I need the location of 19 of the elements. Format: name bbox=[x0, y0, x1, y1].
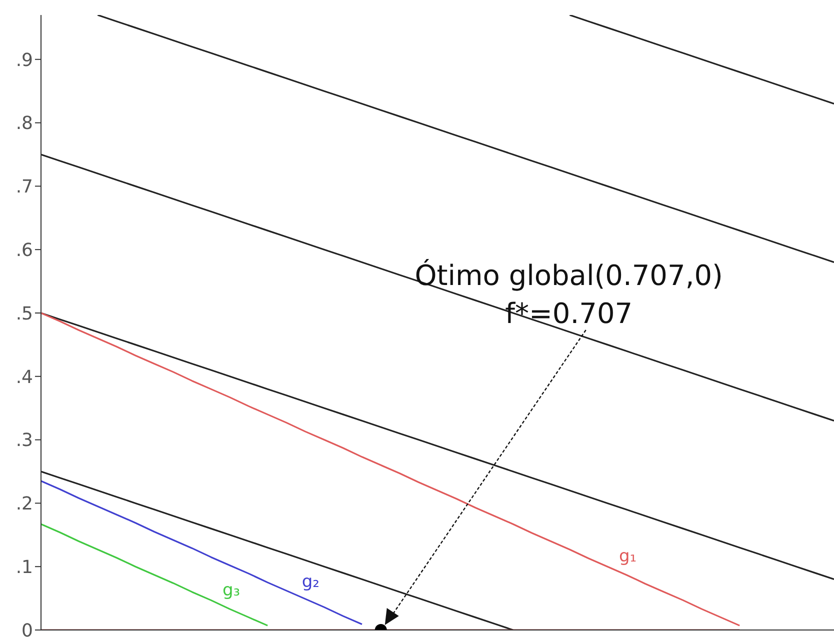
y-tick-label: .2 bbox=[16, 494, 33, 515]
y-tick-label: .5 bbox=[16, 303, 33, 324]
y-tick-label: .8 bbox=[16, 113, 33, 134]
y-tick-label: .7 bbox=[16, 176, 33, 198]
line-series bbox=[41, 480, 363, 626]
y-tick-label: 0 bbox=[22, 620, 33, 637]
series-label: g₂ bbox=[302, 572, 320, 592]
y-tick-label: .3 bbox=[16, 430, 33, 452]
line-series bbox=[568, 15, 834, 105]
line-series bbox=[41, 470, 514, 630]
y-tick-label: .1 bbox=[16, 556, 33, 578]
y-tick-label: .4 bbox=[16, 366, 33, 388]
y-tick-label: .6 bbox=[16, 240, 33, 261]
series-label: g₃ bbox=[222, 580, 240, 601]
y-tick-label: .9 bbox=[16, 50, 33, 71]
annotation: Ótimo global(0.707,0) f*=0.707 bbox=[414, 259, 723, 330]
series-label: g₁ bbox=[619, 546, 637, 567]
line-series bbox=[41, 154, 834, 422]
line-series bbox=[41, 523, 268, 626]
